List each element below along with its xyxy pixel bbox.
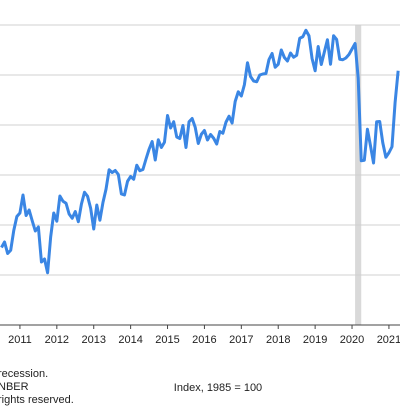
footnote: rights reserved. — [0, 394, 74, 406]
x-tick-label: 2019 — [303, 334, 327, 346]
footnote: NBER — [0, 381, 29, 393]
x-tick-label: 2011 — [8, 334, 32, 346]
x-tick-label: 2020 — [340, 334, 364, 346]
data-line — [0, 28, 400, 275]
x-tick-label: 2012 — [45, 334, 69, 346]
x-tick-label: 2016 — [192, 334, 216, 346]
x-tick-label: 2017 — [229, 334, 253, 346]
x-tick-label: 2014 — [118, 334, 142, 346]
x-tick-label: 2021 — [377, 334, 400, 346]
x-tick-label: 2015 — [155, 334, 179, 346]
footnote: recession. — [0, 368, 48, 380]
x-tick-label: 2018 — [266, 334, 290, 346]
axis-note: Index, 1985 = 100 — [174, 382, 262, 394]
x-tick-label: 2013 — [81, 334, 105, 346]
